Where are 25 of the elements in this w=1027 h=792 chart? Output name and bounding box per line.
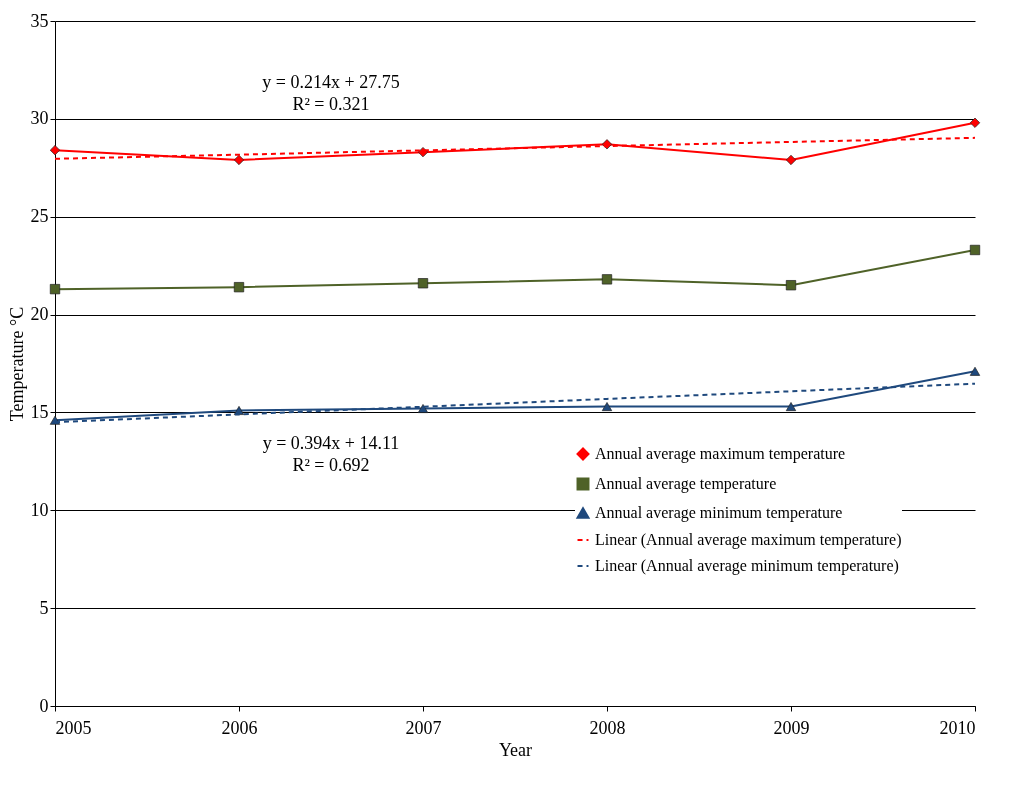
- y-tick-label: 5: [39, 597, 49, 618]
- x-tick-label: 2010: [939, 717, 976, 738]
- y-tick-label: 15: [30, 401, 49, 422]
- y-tick-label: 30: [30, 108, 49, 129]
- x-axis-title: Year: [498, 739, 533, 760]
- y-tick-label: 25: [30, 206, 49, 227]
- y-tick-label: 20: [30, 304, 49, 325]
- legend-label: Linear (Annual average minimum temperature): [595, 557, 899, 575]
- x-tick-label: 2009: [773, 717, 810, 738]
- annotation: y = 0.214x + 27.75: [262, 72, 400, 92]
- x-tick-label: 2005: [55, 717, 92, 738]
- annotation: R² = 0.692: [292, 455, 370, 475]
- x-tick-label: 2008: [589, 717, 626, 738]
- annotation: R² = 0.321: [292, 94, 370, 114]
- y-tick-label: 10: [30, 499, 49, 520]
- legend-label: Annual average minimum temperature: [595, 504, 843, 522]
- y-tick-label: 0: [39, 695, 49, 716]
- y-axis-title: Temperature °C: [6, 306, 27, 422]
- x-tick-label: 2007: [405, 717, 442, 738]
- x-tick-label: 2006: [221, 717, 258, 738]
- legend-label: Linear (Annual average maximum temperature): [595, 531, 902, 549]
- legend-label: Annual average temperature: [595, 475, 777, 493]
- y-tick-label: 35: [30, 10, 49, 31]
- legend-label: Annual average maximum temperature: [595, 445, 846, 463]
- annotation: y = 0.394x + 14.11: [262, 433, 400, 453]
